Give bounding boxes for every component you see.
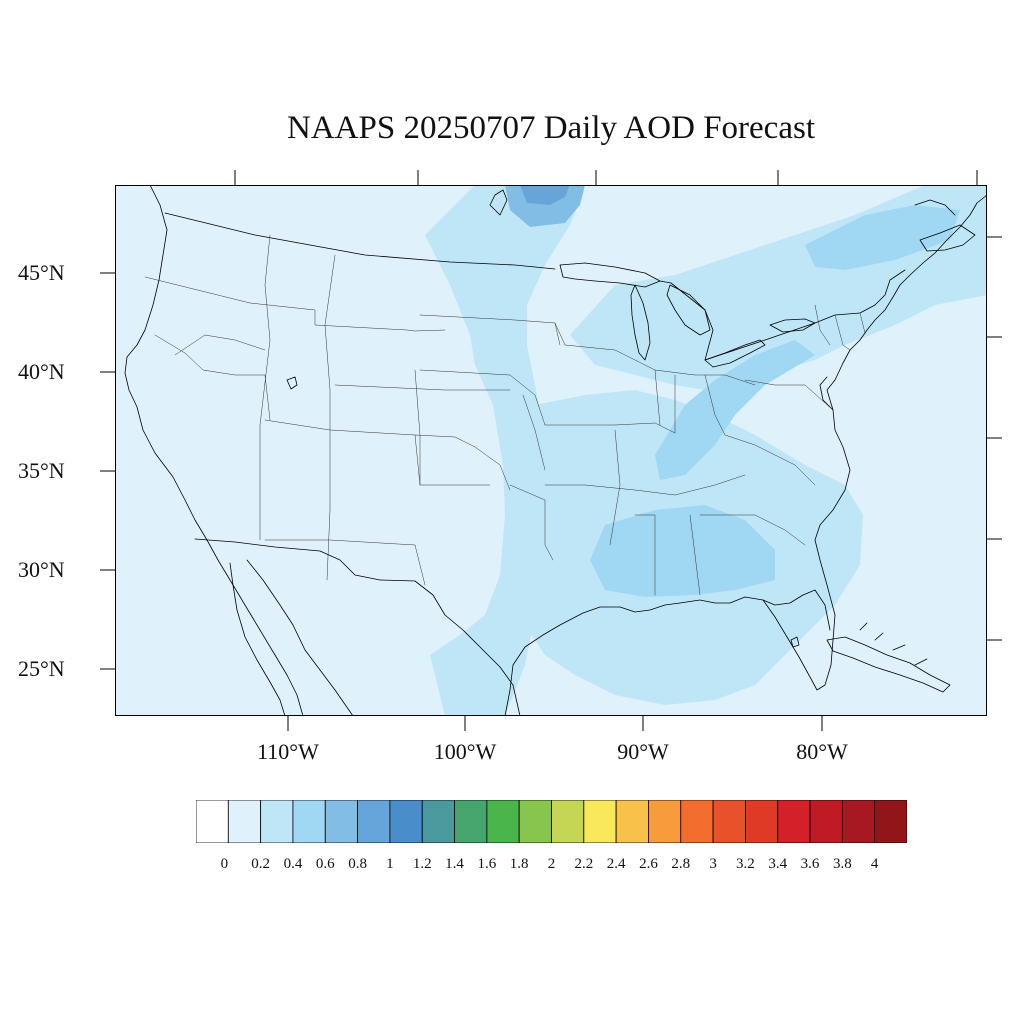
colorbar-swatch — [712, 800, 746, 843]
aod-region-ohio-valley-core — [655, 340, 815, 480]
lon-label-110w: 110°W — [257, 739, 319, 764]
colorbar-tick-label: 2.6 — [639, 856, 658, 872]
colorbar-tick-label: 2.8 — [671, 856, 691, 872]
colorbar-tick-label: 1.6 — [477, 856, 497, 872]
lake-winnipeg-hint — [489, 189, 508, 216]
aod-region-quebec-core — [805, 205, 960, 270]
bahamas-outline — [859, 622, 928, 666]
aod-shading-layer — [425, 185, 987, 716]
aod-region-ontario-peak — [520, 185, 570, 205]
lat-label-25n: 25°N — [18, 656, 65, 681]
colorbar-swatch — [615, 800, 649, 843]
colorbar-tick-label: 0.6 — [315, 856, 335, 872]
chesapeake-bay — [819, 376, 834, 411]
aod-region-northern-plains-plume — [425, 185, 585, 716]
lake-okeechobee — [790, 636, 800, 648]
gulf-of-california-coast — [229, 562, 286, 716]
lon-label-90w: 90°W — [617, 739, 669, 764]
colorbar-swatch — [809, 800, 843, 843]
colorbar-swatch — [874, 800, 907, 843]
colorbar-swatch — [518, 800, 552, 843]
colorbar-tick-label: 2.4 — [606, 856, 626, 872]
colorbar-swatch — [260, 800, 294, 843]
lake-michigan — [630, 284, 651, 361]
colorbar-swatch — [421, 800, 455, 843]
cuba-outline — [826, 636, 951, 693]
colorbar-tick-label: 0 — [220, 856, 229, 872]
lat-label-45n: 45°N — [18, 260, 65, 285]
lat-label-35n: 35°N — [18, 458, 65, 483]
lake-superior — [559, 262, 661, 288]
lat-label-40n: 40°N — [18, 359, 65, 384]
colorbar-swatch — [745, 800, 779, 843]
colorbar-swatch — [648, 800, 682, 843]
colorbar-tick-label: 0.4 — [283, 856, 303, 872]
colorbar-tick-label: 3.4 — [768, 856, 788, 872]
colorbar-tick-label: 3 — [709, 856, 717, 872]
maritimes-outline — [919, 224, 976, 252]
colorbar-swatch — [841, 800, 876, 843]
lake-huron — [666, 284, 711, 336]
colorbar-tick-label: 2.2 — [574, 856, 594, 872]
map-border — [115, 185, 987, 716]
state-boundaries — [144, 234, 866, 596]
colorbar-swatch — [486, 800, 520, 843]
gaspe-outline — [914, 199, 956, 216]
colorbar-tick-label: 1.4 — [445, 856, 464, 872]
colorbar-swatch — [551, 800, 585, 843]
sonora-coast — [246, 559, 354, 716]
aod-region-southeast-core — [590, 505, 775, 597]
great-salt-lake — [286, 376, 298, 390]
colorbar-swatch — [777, 800, 811, 843]
us-canada-border — [164, 212, 556, 270]
colorbar-swatch — [227, 800, 262, 843]
aod-colorbar — [196, 800, 907, 843]
colorbar-tick-label: 4 — [870, 856, 879, 872]
geographic-outlines — [124, 185, 987, 716]
colorbar-tick-label: 1.2 — [412, 856, 432, 872]
colorbar-swatch — [454, 800, 488, 843]
colorbar-tick-label: 3.8 — [832, 856, 852, 872]
colorbar-swatch — [680, 800, 714, 843]
colorbar-tick-label: 3.2 — [736, 856, 755, 872]
colorbar-tick-label: 3.6 — [800, 856, 820, 872]
colorbar-tick-label: 1 — [386, 856, 394, 872]
colorbar-swatch — [196, 800, 229, 843]
gulf-coastline — [504, 596, 836, 716]
lon-label-100w: 100°W — [433, 739, 497, 764]
west-coastline — [124, 185, 304, 716]
lon-label-80w: 80°W — [796, 739, 848, 764]
lake-erie — [704, 339, 766, 368]
colorbar-swatch — [357, 800, 391, 843]
colorbar-tick-label: 1.8 — [509, 856, 529, 872]
us-canada-border-east — [659, 269, 906, 361]
colorbar-swatch — [324, 800, 358, 843]
colorbar-swatch — [583, 800, 617, 843]
colorbar-swatch — [292, 800, 326, 843]
lat-label-30n: 30°N — [18, 557, 65, 582]
colorbar-tick-label: 2 — [547, 856, 556, 872]
us-mexico-border — [194, 538, 521, 716]
aod-map — [115, 185, 987, 716]
colorbar-swatch — [389, 800, 423, 843]
florida-outline — [762, 589, 831, 631]
map-title: NAAPS 20250707 Daily AOD Forecast — [287, 110, 815, 146]
colorbar-tick-label: 0.8 — [348, 856, 367, 872]
colorbar-tick-label: 0.2 — [251, 856, 270, 872]
